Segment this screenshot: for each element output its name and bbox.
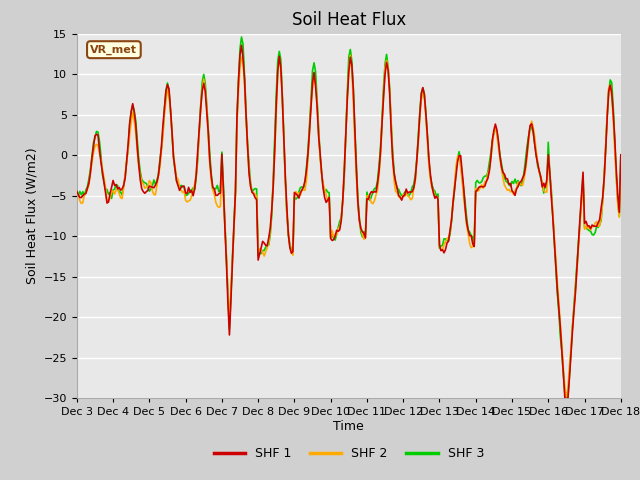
SHF 3 [237, 34, 245, 40]
SHF 3 [552, 264, 559, 270]
Y-axis label: Soil Heat Flux (W/m2): Soil Heat Flux (W/m2) [25, 148, 38, 284]
SHF 3 [88, 154, 96, 160]
SHF 2 [346, 52, 354, 58]
Line: SHF 2: SHF 2 [77, 55, 621, 398]
SHF 2 [88, 160, 96, 166]
SHF 1 [415, 136, 422, 142]
SHF 1 [174, 183, 182, 189]
Title: Soil Heat Flux: Soil Heat Flux [292, 11, 406, 29]
SHF 1 [552, 264, 559, 270]
SHF 1 [73, 189, 81, 194]
SHF 1 [237, 42, 245, 48]
SHF 1 [403, 186, 410, 192]
SHF 2 [563, 396, 570, 401]
SHF 3 [403, 188, 410, 194]
Text: VR_met: VR_met [90, 45, 138, 55]
SHF 3 [415, 132, 422, 138]
SHF 2 [415, 139, 422, 145]
Line: SHF 1: SHF 1 [77, 45, 621, 398]
SHF 3 [617, 154, 625, 160]
SHF 3 [384, 64, 392, 70]
X-axis label: Time: Time [333, 420, 364, 433]
SHF 2 [174, 176, 182, 182]
SHF 1 [384, 67, 392, 72]
Legend: SHF 1, SHF 2, SHF 3: SHF 1, SHF 2, SHF 3 [209, 442, 489, 465]
SHF 2 [552, 257, 559, 263]
SHF 1 [88, 155, 96, 161]
SHF 2 [403, 190, 410, 195]
Line: SHF 3: SHF 3 [77, 37, 621, 398]
SHF 3 [174, 180, 182, 185]
SHF 2 [73, 192, 81, 197]
SHF 1 [617, 152, 625, 157]
SHF 2 [384, 64, 392, 70]
SHF 2 [617, 158, 625, 164]
SHF 3 [73, 190, 81, 196]
SHF 1 [561, 396, 569, 401]
SHF 3 [563, 396, 570, 401]
